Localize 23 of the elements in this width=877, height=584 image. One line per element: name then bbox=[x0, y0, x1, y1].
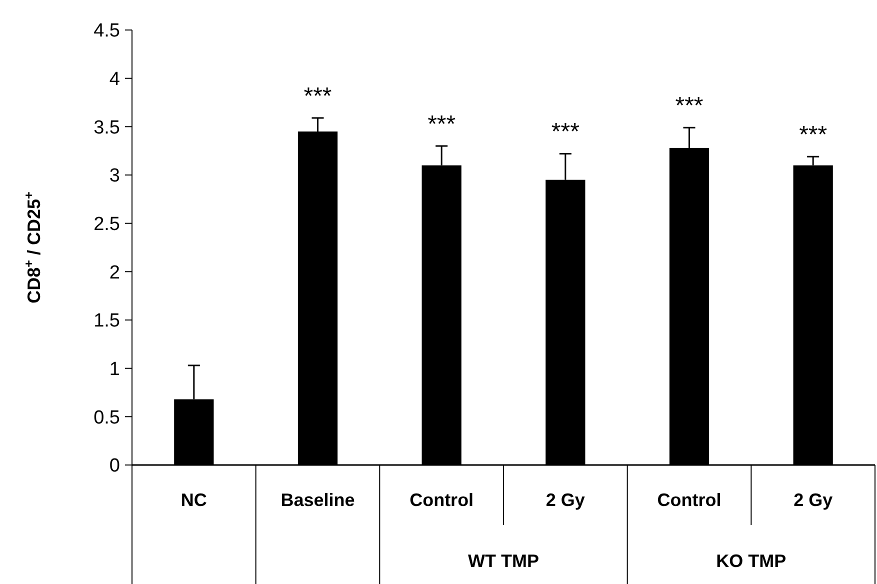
x-tick-label: Baseline bbox=[280, 490, 355, 510]
x-tick-label: Control bbox=[657, 490, 722, 510]
data-label: *** bbox=[675, 92, 704, 120]
x-tick-label: Control bbox=[410, 490, 474, 510]
text: KO TMP bbox=[716, 551, 786, 571]
y-tick-label: 1.5 bbox=[94, 310, 120, 332]
y-tick-label: 0.5 bbox=[94, 407, 120, 428]
x-tick-label: 2 Gy bbox=[794, 490, 833, 510]
y-tick-label: 3.5 bbox=[94, 117, 120, 138]
data-label: *** bbox=[304, 82, 332, 110]
y-tick-label: 3 bbox=[109, 166, 120, 187]
y-tick-label: 1 bbox=[109, 358, 120, 380]
y-tick-label: 2 bbox=[109, 262, 120, 284]
x-tick-label: 2 Gy bbox=[546, 490, 585, 510]
x-tick-label: NC bbox=[180, 490, 207, 510]
y-tick-label: 0 bbox=[109, 456, 120, 477]
data-label: *** bbox=[428, 111, 456, 138]
y-tick-label: 4.5 bbox=[94, 20, 120, 42]
data-label: *** bbox=[551, 118, 580, 146]
y-tick-label: 4 bbox=[109, 68, 120, 90]
data-label: *** bbox=[799, 122, 828, 149]
text: WT TMP bbox=[468, 551, 539, 571]
y-tick-label: 2.5 bbox=[94, 214, 120, 235]
